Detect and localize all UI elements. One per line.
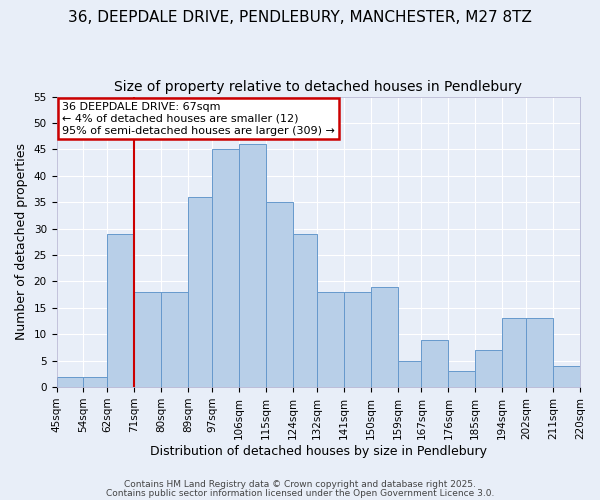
Bar [421, 340, 448, 387]
Bar [344, 292, 371, 387]
Bar [502, 318, 526, 387]
Bar [107, 234, 134, 387]
Bar [239, 144, 266, 387]
Bar [83, 376, 107, 387]
Bar [266, 202, 293, 387]
Bar [56, 376, 83, 387]
Text: 36, DEEPDALE DRIVE, PENDLEBURY, MANCHESTER, M27 8TZ: 36, DEEPDALE DRIVE, PENDLEBURY, MANCHEST… [68, 10, 532, 25]
Bar [398, 360, 421, 387]
Bar [553, 366, 580, 387]
Bar [371, 286, 398, 387]
Y-axis label: Number of detached properties: Number of detached properties [15, 144, 28, 340]
Title: Size of property relative to detached houses in Pendlebury: Size of property relative to detached ho… [114, 80, 522, 94]
Bar [526, 318, 553, 387]
Text: 36 DEEPDALE DRIVE: 67sqm
← 4% of detached houses are smaller (12)
95% of semi-de: 36 DEEPDALE DRIVE: 67sqm ← 4% of detache… [62, 102, 335, 136]
Bar [212, 150, 239, 387]
Text: Contains public sector information licensed under the Open Government Licence 3.: Contains public sector information licen… [106, 488, 494, 498]
Bar [317, 292, 344, 387]
Bar [475, 350, 502, 387]
Bar [134, 292, 161, 387]
Bar [188, 197, 212, 387]
Bar [161, 292, 188, 387]
Text: Contains HM Land Registry data © Crown copyright and database right 2025.: Contains HM Land Registry data © Crown c… [124, 480, 476, 489]
Bar [448, 371, 475, 387]
X-axis label: Distribution of detached houses by size in Pendlebury: Distribution of detached houses by size … [150, 444, 487, 458]
Bar [293, 234, 317, 387]
